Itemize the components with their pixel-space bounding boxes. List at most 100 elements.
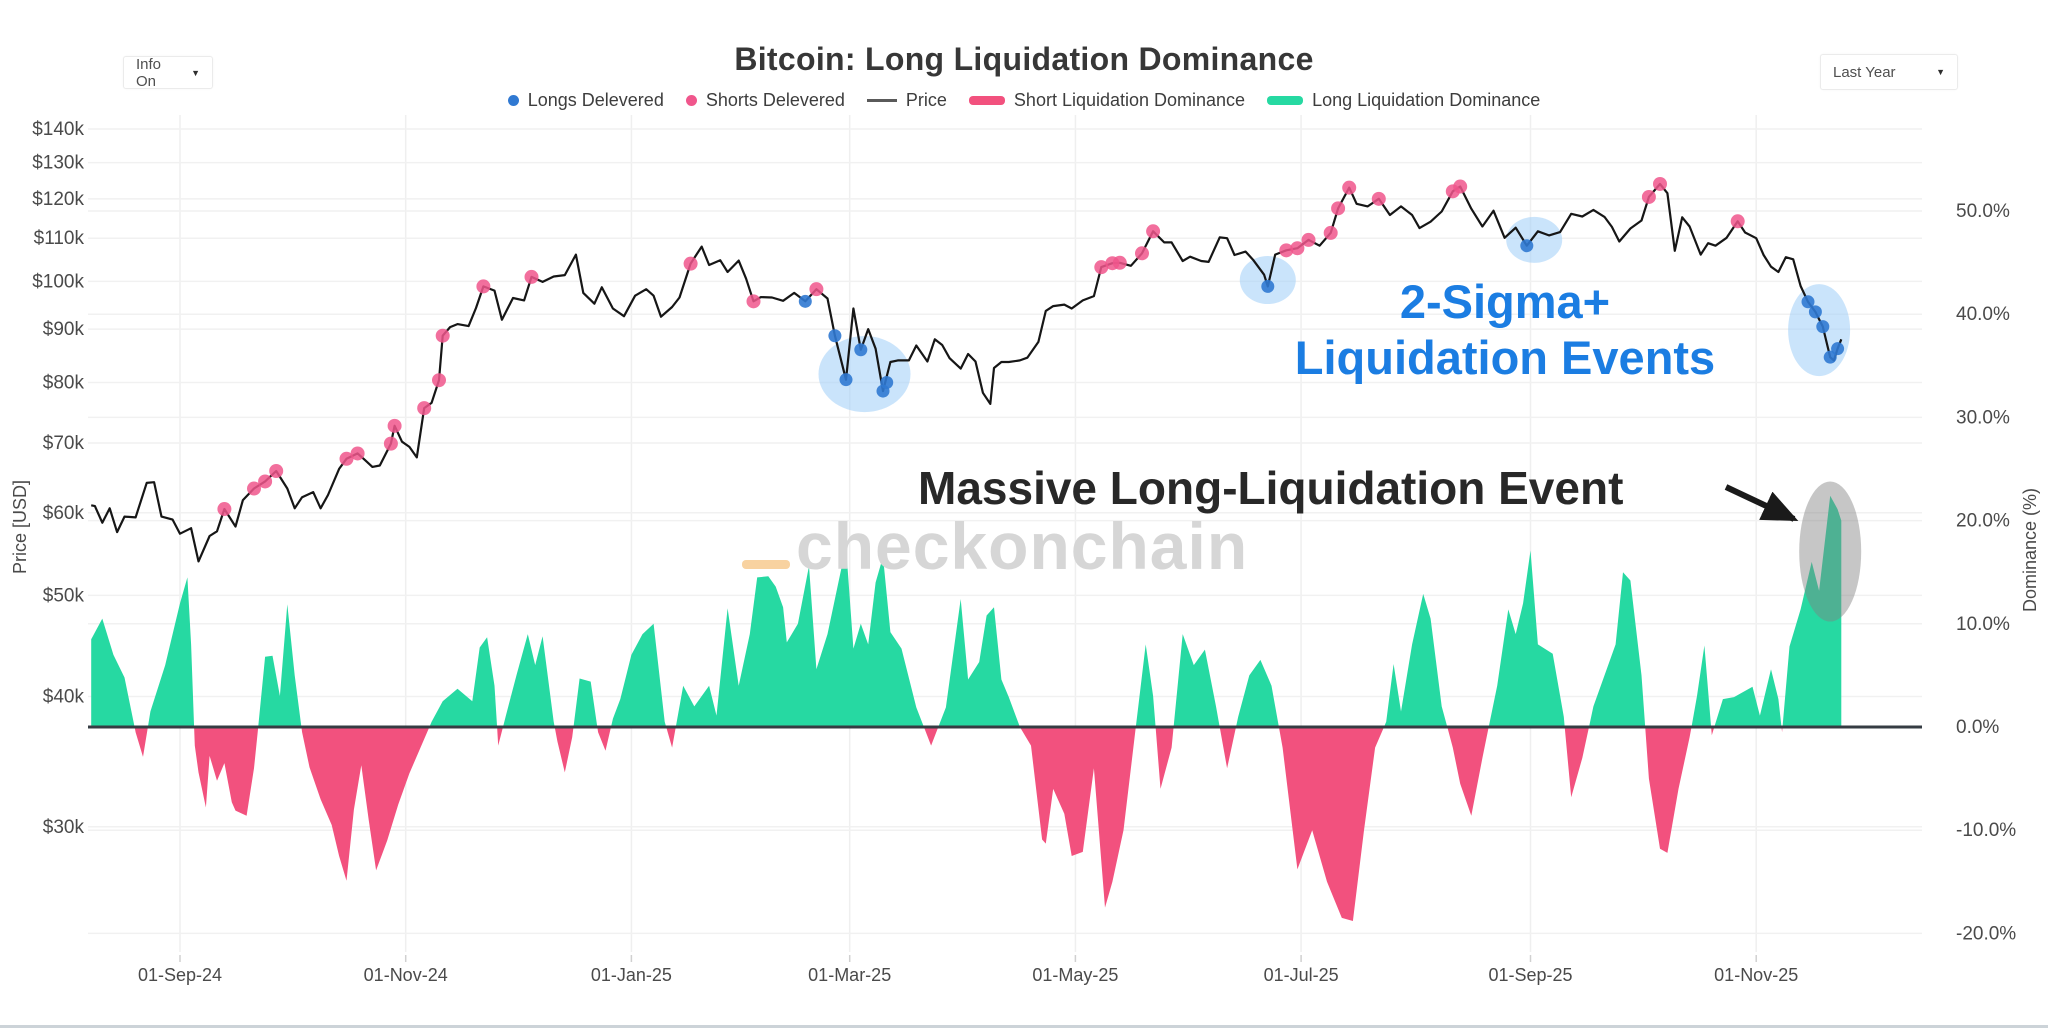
grid-lines — [88, 115, 1922, 952]
shorts-delevered-dot — [217, 502, 232, 517]
shorts-delevered-dot — [435, 328, 450, 343]
longs-delevered-dot — [1261, 279, 1275, 293]
legend-label: Longs Delevered — [527, 90, 664, 110]
shorts-delevered-dot — [432, 373, 446, 388]
y-axis-left: $140k $130k $120k $110k $100k $90k $80k $70k $60… — [32, 119, 84, 838]
shorts-delevered-dot — [1331, 201, 1346, 216]
annotation-massive-event: Massive Long-Liquidation Event — [918, 462, 1624, 514]
legend-item-price[interactable]: Price — [866, 90, 947, 111]
chevron-down-icon: ▼ — [191, 67, 200, 78]
short-dominance-area — [91, 727, 1842, 921]
shorts-delevered-dot — [1371, 191, 1386, 206]
longs-delevered-dot — [854, 343, 868, 357]
date-tick-label: 01-Nov-25 — [1714, 965, 1798, 985]
price-tick-label: $140k — [32, 119, 84, 140]
shorts-delevered-dot — [1453, 179, 1468, 194]
legend-marker-dot — [685, 95, 697, 106]
legend-marker-line — [866, 99, 897, 102]
dominance-tick-label: 20.0% — [1956, 511, 2010, 532]
shorts-delevered-dot — [1641, 189, 1656, 204]
dominance-tick-label: 50.0% — [1956, 201, 2010, 222]
price-tick-label: $110k — [34, 228, 85, 249]
price-tick-label: $50k — [43, 585, 85, 606]
legend-item-longs-delevered[interactable]: Longs Delevered — [507, 90, 664, 111]
price-tick-label: $120k — [32, 189, 84, 210]
legend-item-short-liquidation-dominance[interactable]: Short Liquidation Dominance — [968, 90, 1246, 111]
price-tick-label: $40k — [43, 686, 85, 707]
longs-delevered-dot — [1816, 320, 1830, 334]
price-tick-label: $30k — [43, 817, 85, 838]
page-title: Bitcoin: Long Liquidation Dominance — [734, 41, 1314, 78]
legend-item-long-liquidation-dominance[interactable]: Long Liquidation Dominance — [1267, 90, 1540, 111]
dominance-tick-label: 30.0% — [1956, 407, 2010, 428]
info-dropdown-label: Info On — [136, 55, 162, 90]
longs-delevered-dot — [1808, 305, 1822, 319]
longs-delevered-dot — [1801, 295, 1815, 309]
shorts-delevered-dot — [1290, 241, 1305, 256]
shorts-delevered-dot — [1323, 225, 1338, 240]
shorts-delevered-dot — [1279, 243, 1294, 258]
date-tick-label: 01-Nov-24 — [364, 965, 448, 985]
dominance-tick-label: -10.0% — [1956, 820, 2016, 841]
dominance-tick-label: 10.0% — [1956, 614, 2010, 635]
shorts-delevered-dot — [1653, 176, 1667, 191]
y-axis-right-title: Dominance (%) — [2020, 488, 2040, 612]
dominance-area — [91, 495, 1842, 921]
legend-label: Short Liquidation Dominance — [1013, 90, 1246, 110]
longs-delevered-dot — [798, 294, 812, 308]
shorts-delevered-dot — [683, 256, 698, 271]
x-axis: 01-Sep-24 01-Nov-24 01-Jan-25 01-Mar-25 01-M… — [138, 955, 1798, 985]
liquidation-cluster-sep-2025 — [1506, 216, 1563, 263]
price-line — [90, 182, 1843, 563]
legend-label: Long Liquidation Dominance — [1312, 90, 1541, 110]
legend: Longs Delevered Shorts Delevered Price Shor… — [0, 90, 2048, 111]
watermark-logo: checkonchain — [742, 508, 1248, 584]
longs-delevered-dot — [828, 329, 842, 343]
dominance-tick-label: 0.0% — [1956, 717, 1999, 738]
scatter-longs-delevered — [798, 239, 1845, 398]
price-tick-label: $90k — [43, 319, 85, 340]
annotation-2sigma-events: 2-Sigma+ Liquidation Events — [1170, 274, 1840, 386]
dominance-tick-label: -20.0% — [1956, 923, 2016, 944]
legend-marker-bar — [1267, 96, 1304, 105]
shorts-delevered-dot — [1135, 246, 1149, 261]
date-tick-label: 01-Mar-25 — [808, 965, 891, 985]
annotation-arrow — [1724, 484, 1799, 522]
date-tick-label: 01-May-25 — [1032, 965, 1118, 985]
watermark-text: checkonchain — [796, 509, 1249, 583]
massive-event-ellipse — [1799, 481, 1862, 622]
longs-delevered-dot — [839, 373, 853, 387]
annotation-2sigma-line1: 2-Sigma+ — [1399, 275, 1611, 328]
y-axis-left-title: Price [USD] — [10, 480, 30, 574]
chevron-down-icon: ▼ — [1936, 67, 1945, 77]
y-axis-right: 50.0% 40.0% 30.0% 20.0% 10.0% 0.0% -10.0% -20.0… — [1956, 201, 2016, 944]
shorts-delevered-dot — [383, 436, 398, 451]
shorts-delevered-dot — [1112, 255, 1127, 270]
price-tick-label: $60k — [43, 503, 85, 524]
price-tick-label: $80k — [43, 372, 85, 393]
shorts-delevered-dot — [746, 294, 761, 309]
legend-label: Shorts Delevered — [705, 90, 845, 110]
shorts-delevered-dot — [417, 401, 432, 416]
shorts-delevered-dot — [247, 481, 261, 496]
dominance-tick-label: 40.0% — [1956, 304, 2010, 325]
legend-item-shorts-delevered[interactable]: Shorts Delevered — [685, 90, 845, 111]
shorts-delevered-dot — [350, 446, 365, 461]
shorts-delevered-dot — [809, 282, 824, 297]
info-toggle-dropdown[interactable]: Info On ▼ — [123, 55, 213, 90]
timerange-dropdown[interactable]: Last Year ▼ — [1820, 54, 1958, 90]
longs-delevered-dot — [880, 375, 894, 389]
shorts-delevered-dot — [476, 279, 491, 294]
price-tick-label: $130k — [32, 153, 84, 174]
legend-label: Price — [905, 90, 947, 110]
shorts-delevered-dot — [1730, 214, 1745, 229]
watermark-underscore-icon — [742, 560, 790, 569]
shorts-delevered-dot — [1094, 260, 1109, 275]
shorts-delevered-dot — [258, 474, 273, 489]
annotation-2sigma-line2: Liquidation Events — [1294, 331, 1716, 384]
shorts-delevered-dot — [1301, 232, 1316, 247]
shorts-delevered-dot — [1342, 180, 1357, 195]
date-tick-label: 01-Jan-25 — [591, 965, 672, 985]
